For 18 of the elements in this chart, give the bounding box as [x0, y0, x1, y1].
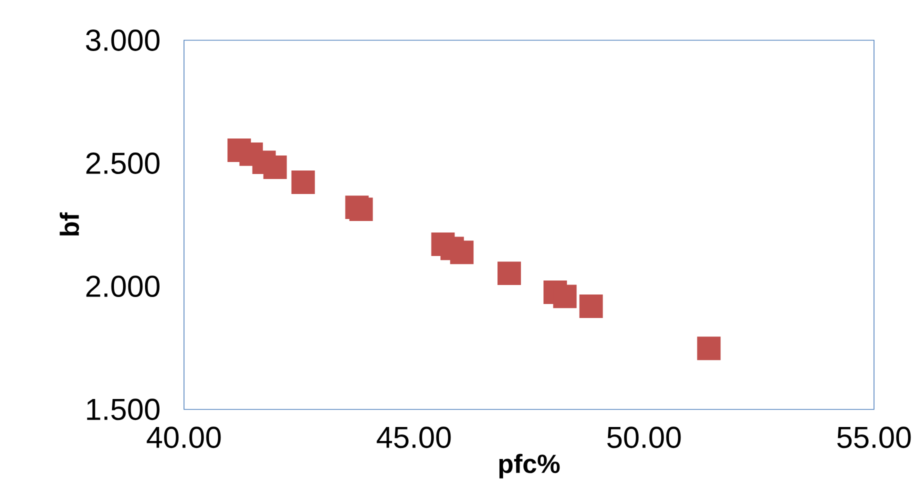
y-tick-label: 1.500: [87, 398, 160, 420]
y-tick-label: 2.500: [86, 152, 160, 174]
point: [553, 284, 577, 308]
point: [291, 170, 315, 194]
point: [349, 198, 373, 222]
x-tick-label: 50.00: [607, 426, 681, 448]
x-tick-label: 55.00: [837, 426, 911, 448]
point: [263, 156, 287, 179]
point: [579, 294, 603, 318]
point: [450, 240, 474, 264]
x-axis-title: pfc%: [499, 454, 560, 478]
x-tick-label: 45.00: [376, 426, 451, 448]
y-tick-label: 2.000: [86, 276, 160, 298]
x-tick-label: 40.00: [146, 426, 221, 448]
y-axis-title: bf: [60, 212, 80, 236]
point: [498, 262, 521, 286]
y-tick-label: 3.000: [86, 30, 160, 51]
point: [697, 336, 721, 360]
